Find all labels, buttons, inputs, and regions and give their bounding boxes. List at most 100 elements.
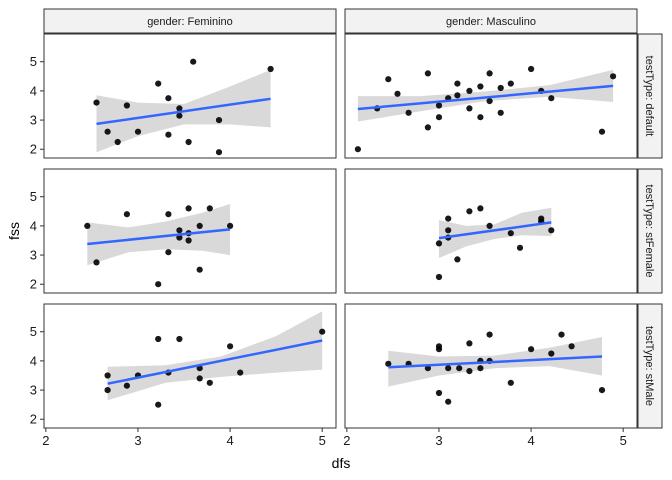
data-point [456, 365, 463, 372]
data-point [123, 382, 130, 389]
data-point [528, 65, 535, 73]
column-strip-label: gender: Masculino [446, 16, 536, 28]
confidence-band [439, 207, 552, 258]
data-point [548, 350, 555, 357]
data-point [486, 70, 493, 77]
data-point [114, 138, 121, 146]
data-point [445, 365, 452, 372]
panel-border [43, 168, 337, 294]
data-point [185, 205, 192, 212]
data-point [435, 102, 443, 109]
data-point [104, 128, 111, 135]
data-point [319, 328, 326, 335]
data-point [215, 117, 223, 124]
panel [344, 303, 638, 429]
data-point [424, 365, 431, 372]
data-point [123, 211, 130, 218]
panel-border [344, 33, 638, 159]
data-point [528, 346, 535, 353]
data-point [354, 146, 361, 153]
x-tick-label: 4 [527, 433, 534, 448]
data-point [610, 73, 617, 80]
data-point [165, 131, 172, 138]
data-point [454, 256, 461, 263]
data-point [155, 80, 162, 87]
confidence-band [87, 204, 231, 266]
data-point [155, 401, 162, 408]
panel-border [344, 168, 638, 294]
data-point [568, 343, 575, 350]
row-strip-label: testType: stMale [643, 326, 655, 406]
data-point [445, 398, 452, 405]
data-point [227, 343, 234, 350]
data-point [394, 90, 401, 97]
data-point [558, 331, 565, 338]
y-tick-label: 4 [30, 353, 37, 368]
facet-strips: gender: Feminino gender: Masculino testTyp… [43, 8, 663, 429]
data-point [548, 95, 555, 102]
data-point [84, 222, 91, 229]
y-tick-label: 2 [30, 142, 37, 157]
data-point [435, 114, 443, 121]
data-point [477, 205, 484, 212]
column-strip-box [344, 8, 638, 34]
axes: 2 3 4 5 2 3 4 5 2 3 4 5 2 3 4 5 2 3 4 5 [30, 54, 627, 448]
data-point [435, 389, 443, 397]
data-point [123, 102, 130, 109]
data-point [176, 112, 183, 119]
data-point [598, 128, 606, 135]
data-point [176, 105, 183, 112]
data-point [93, 99, 100, 106]
y-tick-label: 2 [30, 277, 37, 292]
data-point [477, 83, 484, 90]
data-point [196, 375, 203, 382]
y-tick-label: 3 [30, 113, 37, 128]
data-point [176, 335, 183, 343]
data-point [104, 387, 111, 394]
panel [43, 168, 337, 294]
data-point [206, 205, 213, 212]
data-point [176, 227, 183, 234]
data-point [548, 227, 555, 234]
data-point [435, 346, 443, 353]
regression-line [96, 97, 271, 126]
data-point [507, 80, 514, 87]
data-point [165, 211, 172, 218]
data-point [424, 70, 431, 77]
y-tick-label: 3 [30, 248, 37, 263]
data-point [93, 259, 100, 266]
data-point [466, 105, 473, 112]
data-point [454, 92, 461, 99]
row-strip-box [637, 33, 663, 159]
data-point [267, 65, 274, 73]
data-point [477, 365, 484, 372]
x-tick-label: 2 [42, 433, 49, 448]
data-point [445, 227, 452, 234]
data-point [165, 249, 172, 256]
data-point [466, 208, 473, 215]
y-tick-label: 4 [30, 83, 37, 98]
data-point [598, 387, 606, 394]
x-tick-label: 5 [319, 433, 326, 448]
panel [344, 168, 638, 294]
row-strip-box [637, 303, 663, 429]
y-tick-label: 4 [30, 218, 37, 233]
panel-background [43, 33, 337, 159]
confidence-band [107, 311, 323, 401]
y-tick-label: 2 [30, 412, 37, 427]
data-point [385, 76, 392, 83]
data-point [405, 109, 412, 116]
data-point [165, 95, 172, 102]
data-point [435, 273, 443, 281]
y-axis-title: fss [6, 222, 22, 240]
data-point [445, 215, 452, 222]
data-point [497, 84, 504, 92]
x-tick-label: 2 [343, 433, 350, 448]
data-point [104, 372, 111, 379]
data-point [134, 128, 142, 135]
data-point [497, 109, 504, 116]
panel-border [344, 303, 638, 429]
row-strip-box [637, 168, 663, 294]
data-point [466, 340, 473, 347]
regression-line [107, 339, 323, 385]
